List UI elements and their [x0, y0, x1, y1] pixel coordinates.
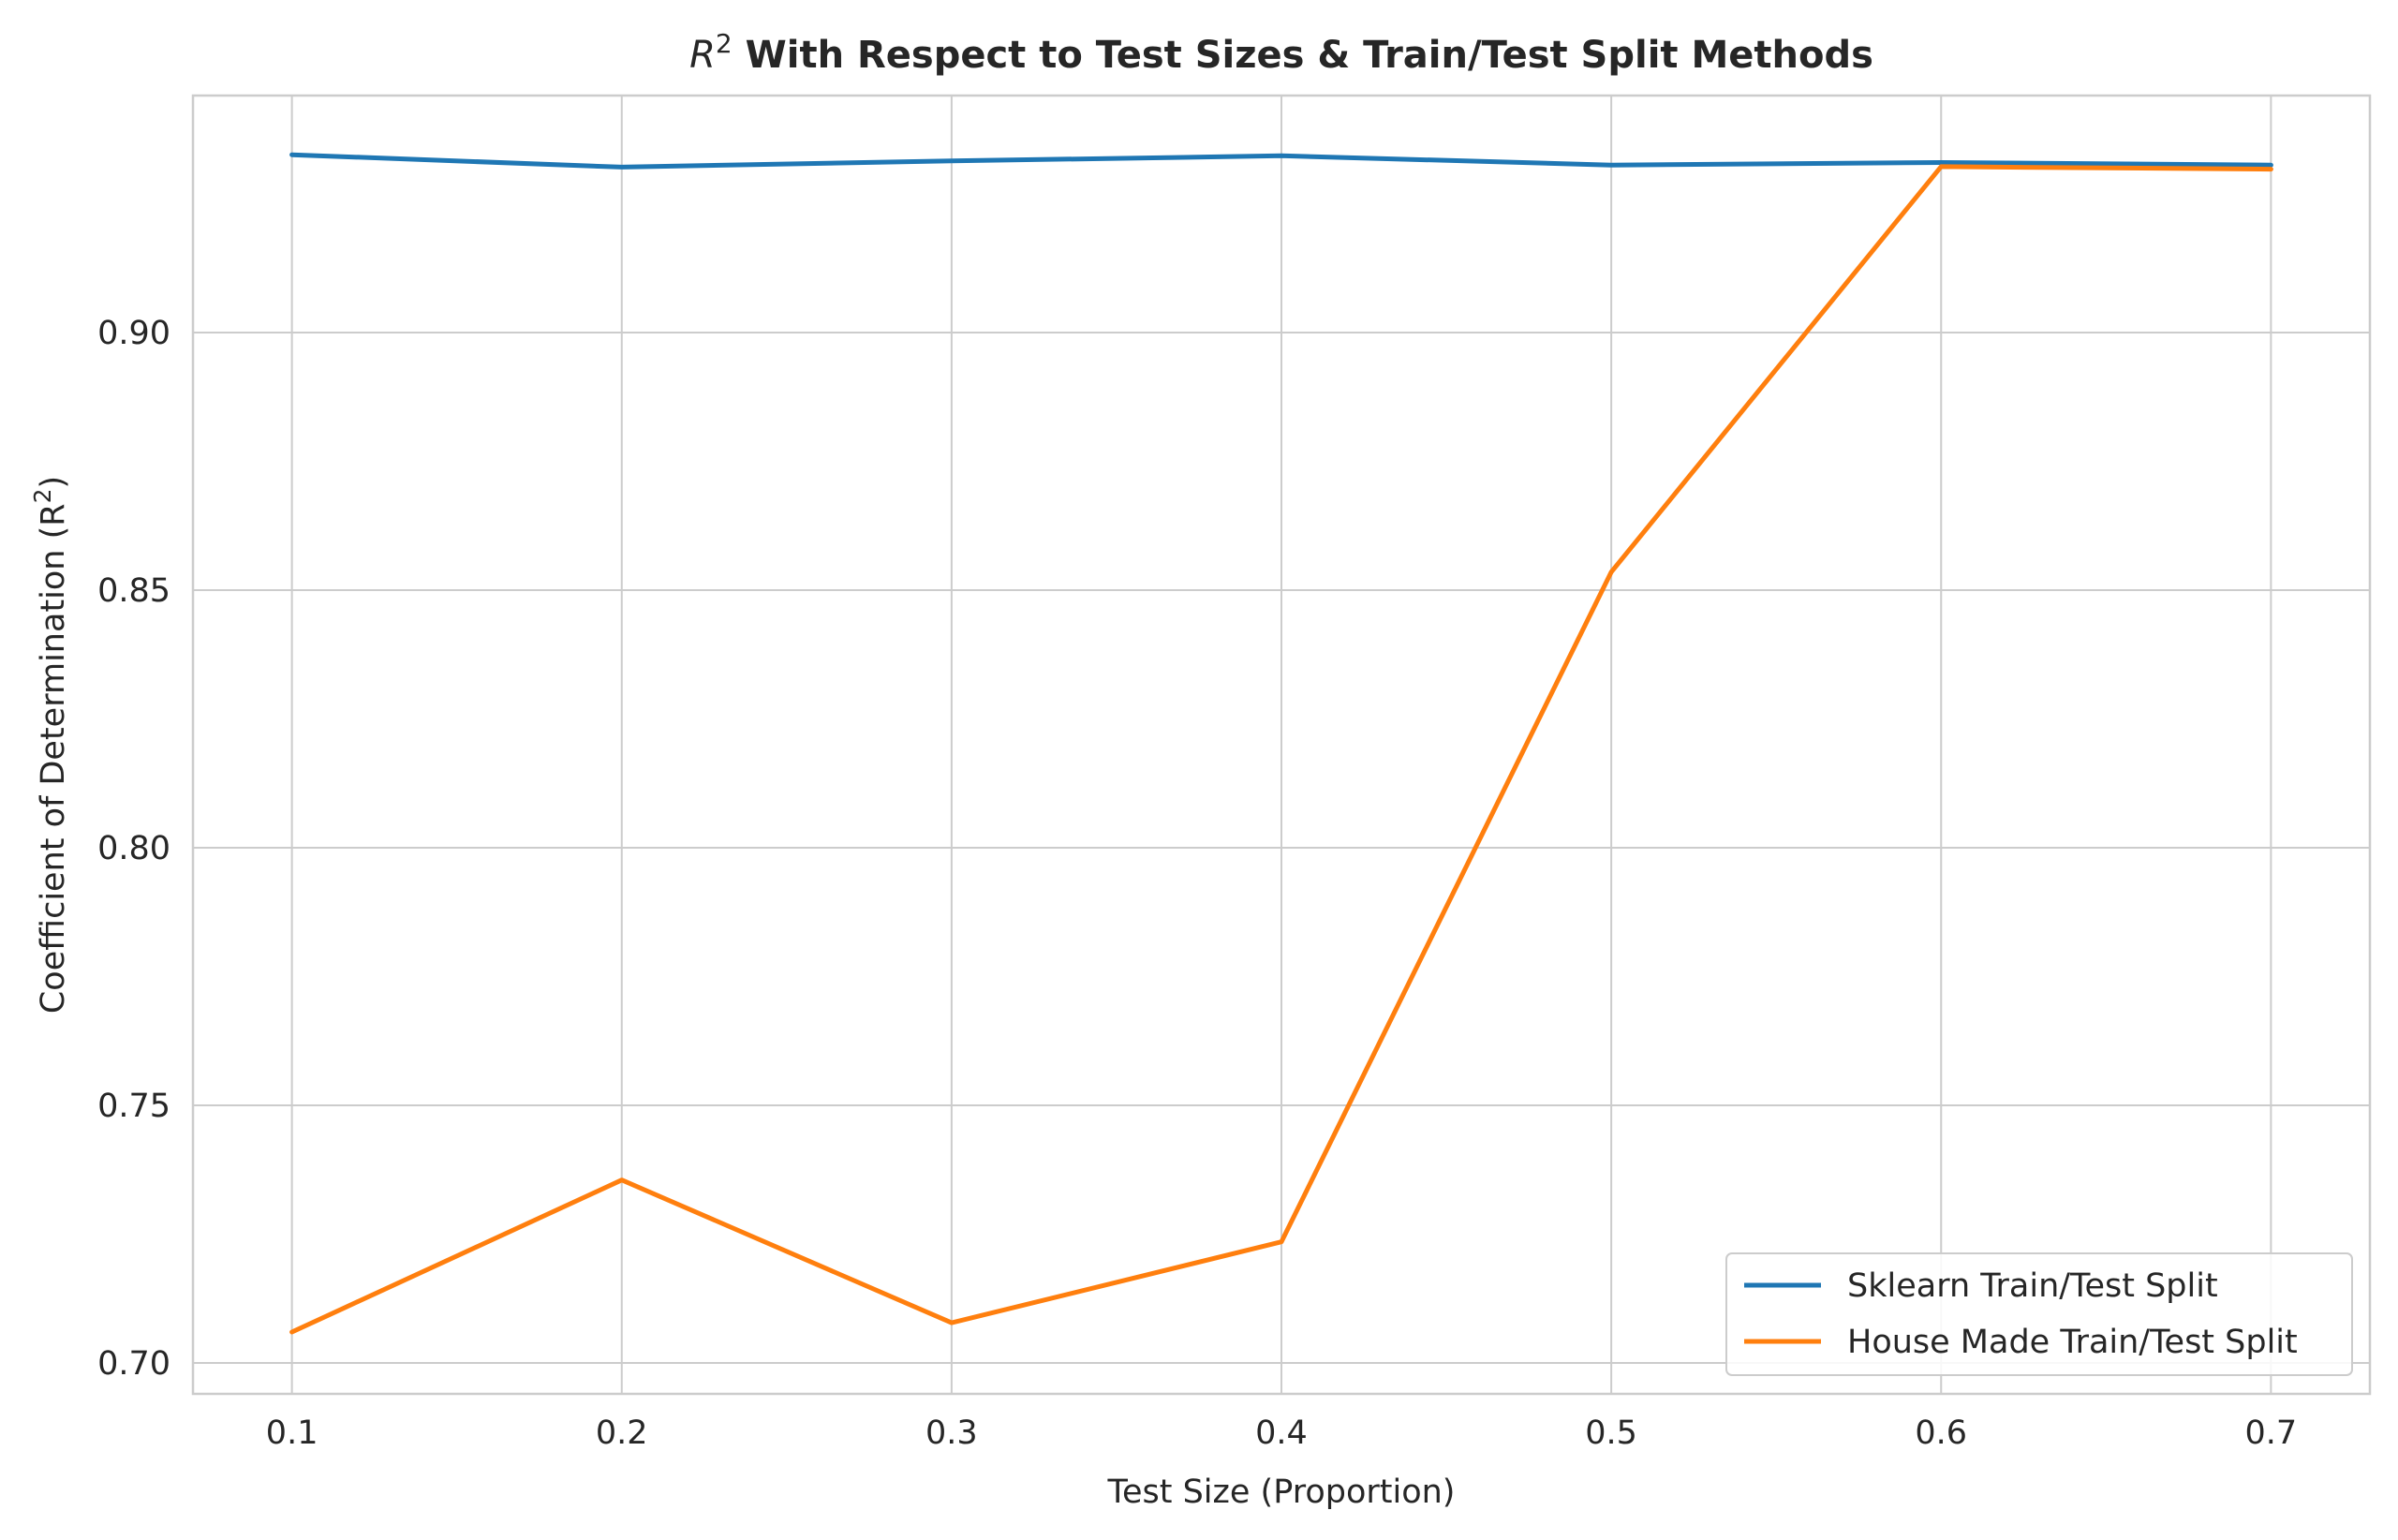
x-tick-label: 0.7	[2245, 1414, 2298, 1452]
title-r-superscript: 2	[716, 28, 733, 59]
plot-frame	[191, 94, 2372, 1396]
series-layer	[289, 152, 2273, 1335]
y-axis-label: Coefficient of Determination (R2)	[29, 476, 72, 1014]
x-tick-label: 0.2	[596, 1414, 648, 1452]
y-tick-label: 0.75	[97, 1088, 170, 1125]
grid-layer	[193, 96, 2370, 1394]
y-tick-label: 0.80	[97, 830, 170, 867]
y-axis-label-close: )	[35, 476, 72, 489]
y-tick-label: 0.70	[97, 1345, 170, 1383]
x-tick-label: 0.1	[266, 1414, 318, 1452]
legend-label-sklearn: Sklearn Train/Test Split	[1847, 1267, 2218, 1305]
y-tick-label: 0.90	[97, 315, 170, 352]
x-tick-label: 0.5	[1585, 1414, 1637, 1452]
series-line-house-made	[289, 164, 2273, 1335]
x-axis-label: Test Size (Proportion)	[1107, 1473, 1456, 1511]
series-line-sklearn	[289, 152, 2273, 170]
y-tick-label: 0.85	[97, 572, 170, 610]
x-tick-label: 0.4	[1255, 1414, 1308, 1452]
tick-labels: 0.1 0.2 0.3 0.4 0.5 0.6 0.7 0.70 0.75 0.80 0.85 0.9…	[97, 315, 2297, 1452]
legend: Sklearn Train/Test Split House Made Trai…	[1725, 1252, 2353, 1376]
legend-label-house-made: House Made Train/Test Split	[1847, 1324, 2298, 1361]
y-axis-label-superscript: 2	[29, 489, 56, 504]
title-text: With Respect to Test Sizes & Train/Test …	[733, 34, 1873, 77]
legend-box	[1725, 1252, 2353, 1376]
x-tick-label: 0.3	[925, 1414, 978, 1452]
chart-title: R2 With Respect to Test Sizes & Train/Te…	[689, 28, 1873, 77]
x-tick-label: 0.6	[1915, 1414, 1967, 1452]
y-axis-label-text: Coefficient of Determination (R	[35, 503, 72, 1014]
title-r-symbol: R	[689, 34, 716, 77]
